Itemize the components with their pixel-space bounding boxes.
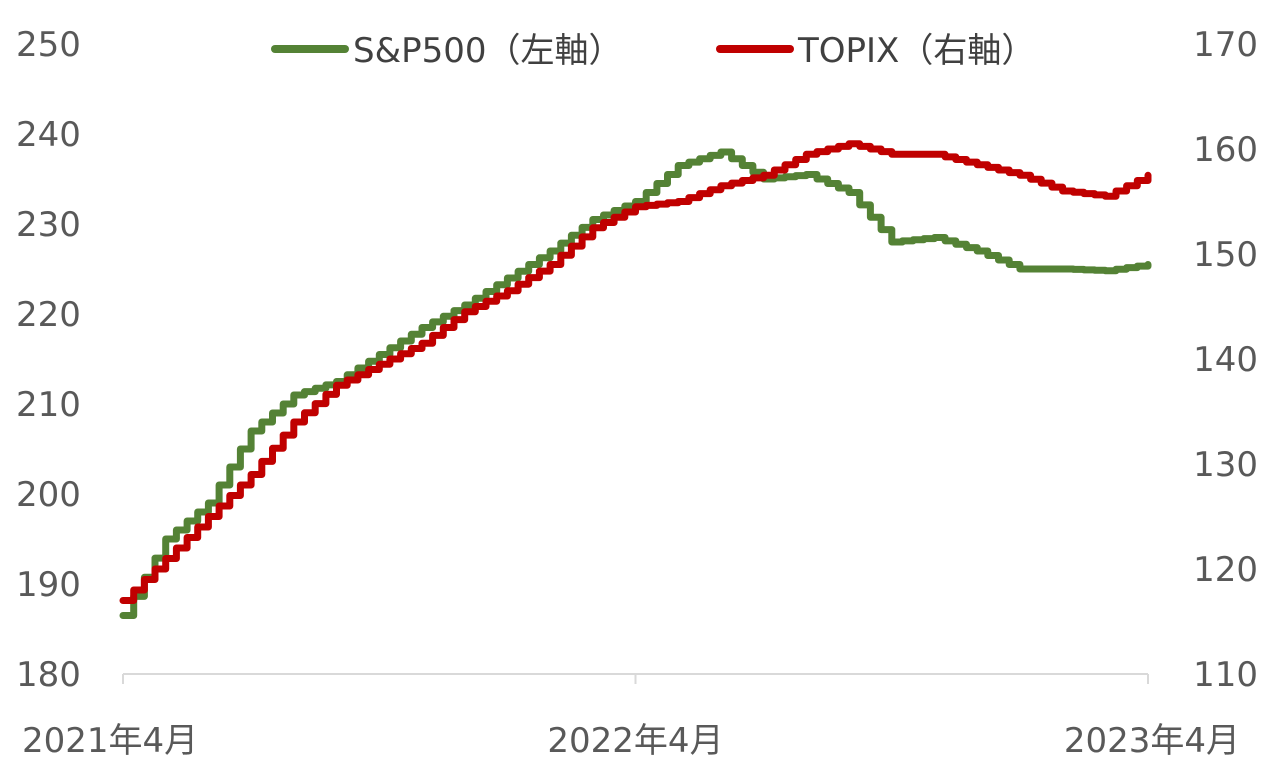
y-left-tick-label: 190 (16, 565, 81, 605)
y-left-tick-label: 230 (16, 205, 81, 245)
y-left-tick-label: 220 (16, 295, 81, 335)
x-tick-label: 2023年4月 (1064, 721, 1240, 761)
series-line-sp500[interactable] (119, 148, 1152, 619)
y-right-tick-label: 110 (1193, 655, 1258, 695)
series-line-topix[interactable] (119, 140, 1152, 604)
y-left-tick-label: 200 (16, 475, 81, 515)
y-left-tick-label: 250 (16, 25, 81, 65)
y-right-tick-label: 130 (1193, 445, 1258, 485)
series (119, 140, 1152, 619)
x-tick-label: 2021年4月 (22, 721, 198, 761)
x-tick-label: 2022年4月 (547, 721, 723, 761)
legend-label-sp500: S&P500（左軸） (353, 31, 623, 71)
legend-item-topix[interactable]: TOPIX（右軸） (716, 31, 1035, 71)
legend-label-topix: TOPIX（右軸） (797, 31, 1035, 71)
y-right-tick-label: 120 (1193, 550, 1258, 590)
axes: 2021年4月 2022年4月 2023年4月 180 190 200 210 220 230 2… (16, 25, 1258, 761)
y-right-tick-label: 170 (1193, 25, 1258, 65)
legend: S&P500（左軸） TOPIX（右軸） (271, 31, 1035, 71)
y-left-tick-label: 180 (16, 655, 81, 695)
y-left-tick-label: 210 (16, 385, 81, 425)
y-left-tick-label: 240 (16, 115, 81, 155)
legend-item-sp500[interactable]: S&P500（左軸） (271, 31, 623, 71)
y-right-tick-label: 140 (1193, 340, 1258, 380)
y-right-tick-label: 150 (1193, 235, 1258, 275)
y-right-tick-label: 160 (1193, 130, 1258, 170)
